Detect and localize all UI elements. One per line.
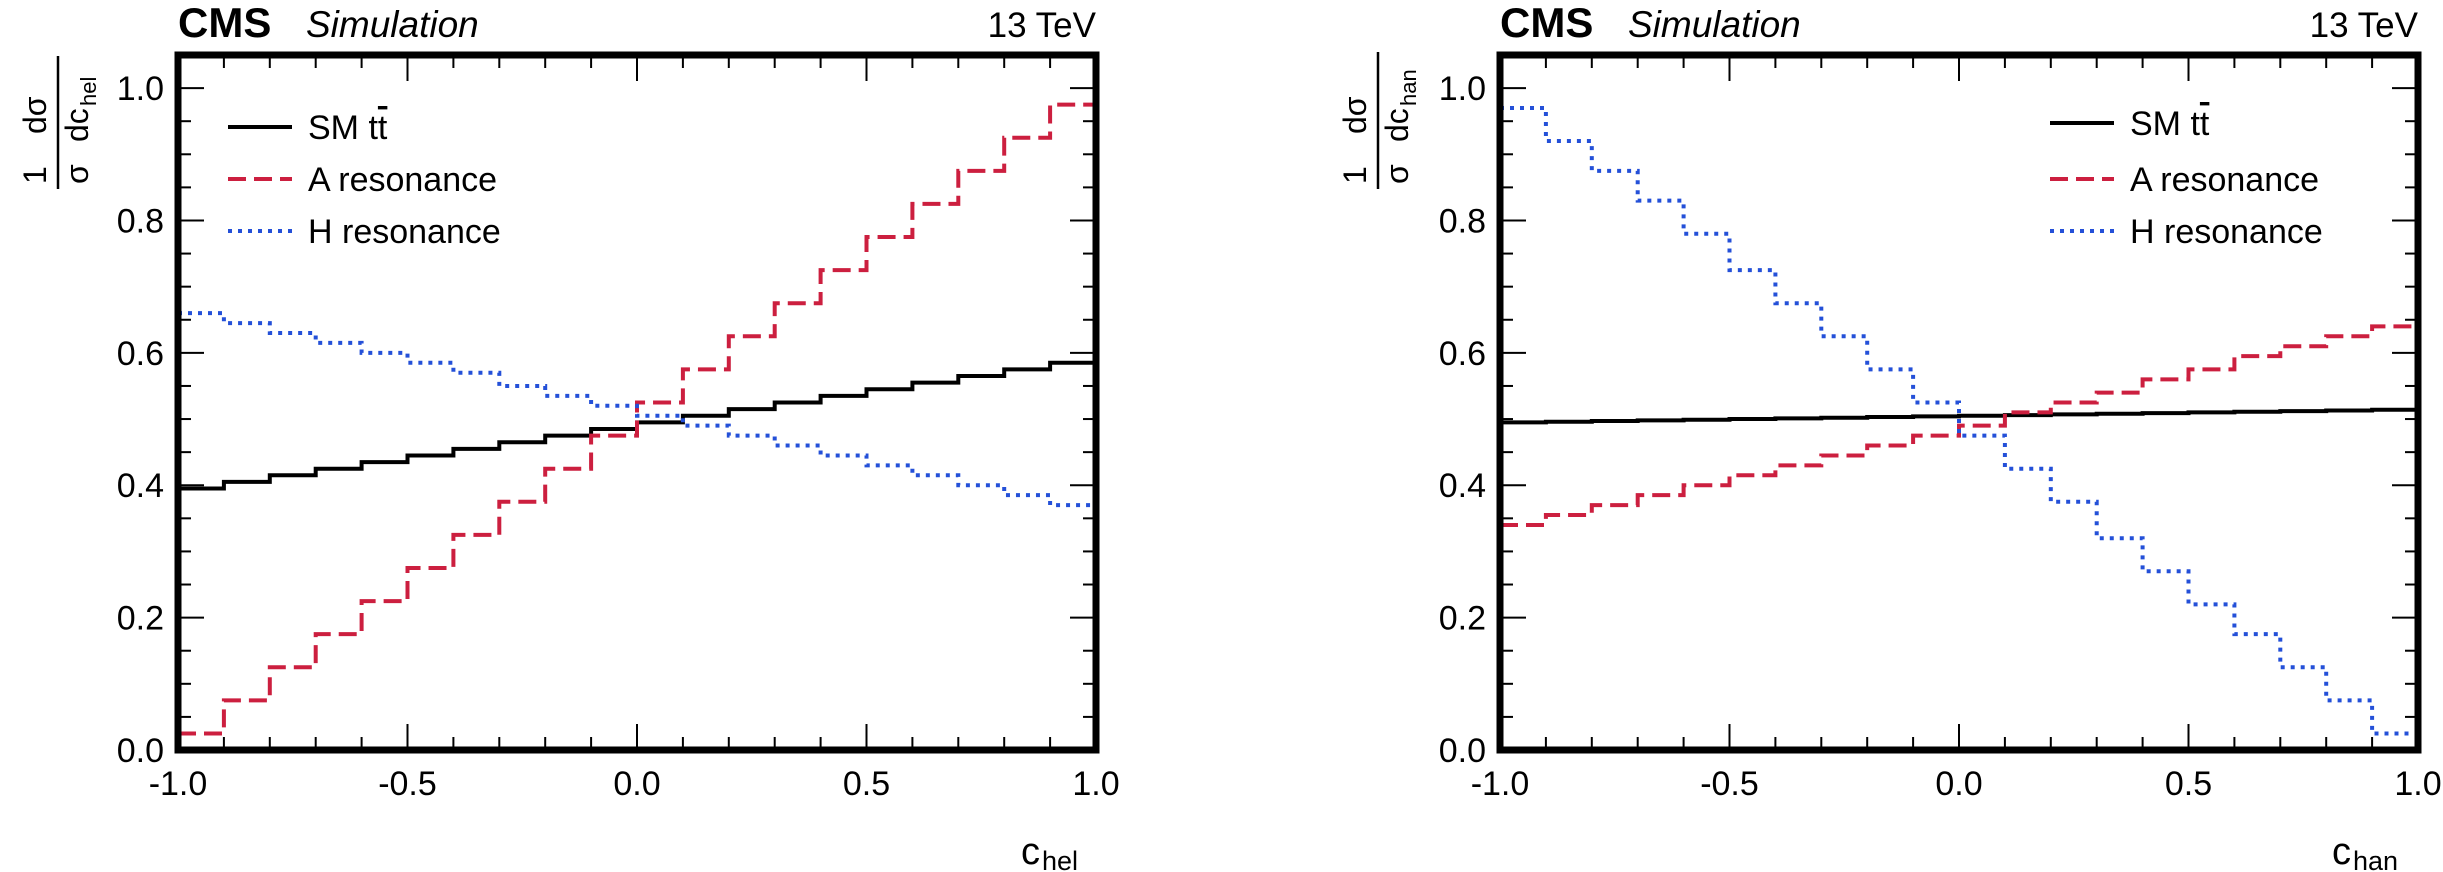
y-tick-label: 0.8 [117,202,164,240]
y-tick-label: 0.8 [1439,202,1486,240]
x-tick-label: 1.0 [2394,765,2441,803]
tbar-t: t [2200,105,2210,143]
series-line-dashed [178,102,1096,736]
y-axis-title: 1 dσ σ dc han [1337,52,1421,189]
y-title-one: 1 [1337,166,1373,184]
energy-label: 13 TeV [988,6,1097,45]
y-tick-label: 0.4 [117,467,164,505]
x-tick-label: 1.0 [1072,765,1119,803]
plot-frame [1496,51,2422,754]
plot-frame [174,51,1100,754]
x-tick-label: 0.0 [613,765,660,803]
legend-label-a: A resonance [2130,161,2319,199]
x-title-sub: hel [1042,846,1078,872]
y-tick-label: 0.6 [117,335,164,373]
x-axis-title: c hel [1021,831,1078,872]
legend-label-a: A resonance [308,161,497,199]
plot-area-han: -1.0 -0.5 0.0 0.5 1.0 0.0 0.2 0.4 0.6 0.8 1.0 [1439,51,2442,803]
x-tick-label: -0.5 [1700,765,1759,803]
chart-panel-hel: CMS Simulation 13 TeV 1 dσ σ dc hel -1.0… [17,0,1120,872]
y-title-dc: dc [59,108,95,142]
y-title-sub: hel [76,77,101,106]
cms-label: CMS [1500,0,1593,46]
y-axis-title: 1 dσ σ dc hel [17,56,101,189]
energy-label: 13 TeV [2310,6,2419,45]
cms-label: CMS [178,0,271,46]
y-title-dc: dc [1379,108,1415,142]
y-title-sub: han [1396,69,1421,106]
series-line-solid [1500,407,2418,425]
series-line-dotted [178,311,1096,508]
x-tick-label: -0.5 [378,765,437,803]
plot-area-hel: -1.0 -0.5 0.0 0.5 1.0 0.0 0.2 0.4 0.6 0.8 1.0 [117,51,1120,803]
x-title-main: c [1021,831,1040,872]
legend-label-h: H resonance [308,213,501,251]
y-title-sigma: σ [1379,164,1415,184]
y-tick-label: 0.0 [1439,732,1486,770]
y-title-dsigma: dσ [17,96,53,134]
series-line-dotted [1500,105,2418,736]
y-title-sigma: σ [59,164,95,184]
x-tick-label: 0.5 [2165,765,2212,803]
x-tick-label: 0.5 [843,765,890,803]
legend-label-sm: SM tt [308,109,388,147]
series-line-dashed [1500,324,2418,527]
y-tick-label: 0.4 [1439,467,1486,505]
legend: SM tt A resonance H resonance [228,109,501,251]
y-title-dsigma: dσ [1337,96,1373,134]
x-axis-title: c han [2332,831,2398,872]
x-title-main: c [2332,831,2351,872]
y-tick-label: 0.0 [117,732,164,770]
x-title-sub: han [2353,846,2398,872]
chart-panel-han: CMS Simulation 13 TeV 1 dσ σ dc han -1.0… [1337,0,2442,872]
y-tick-label: 0.6 [1439,335,1486,373]
y-tick-label: 0.2 [1439,600,1486,638]
legend: SM tt A resonance H resonance [2050,105,2323,251]
x-tick-label: -1.0 [149,765,208,803]
y-tick-label: 1.0 [1439,70,1486,108]
x-tick-label: 0.0 [1935,765,1982,803]
simulation-label: Simulation [306,4,479,45]
x-tick-label: -1.0 [1471,765,1530,803]
simulation-label: Simulation [1628,4,1801,45]
legend-label-h: H resonance [2130,213,2323,251]
legend-label-sm: SM tt [2130,105,2210,143]
tbar-t: t [378,109,388,147]
y-tick-label: 0.2 [117,600,164,638]
y-tick-label: 1.0 [117,70,164,108]
y-title-one: 1 [17,166,53,184]
